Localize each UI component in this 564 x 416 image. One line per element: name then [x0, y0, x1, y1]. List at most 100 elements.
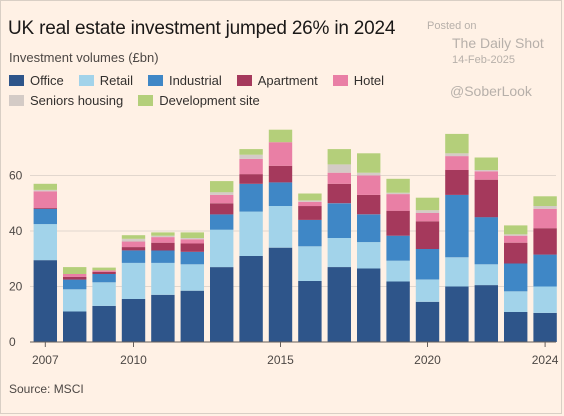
bar-2007-development-site [33, 183, 57, 190]
bar-2013-industrial [210, 214, 234, 230]
y-tick-label: 40 [9, 224, 23, 238]
bar-2015-retail [268, 206, 293, 248]
watermark-date: 14-Feb-2025 [452, 54, 515, 66]
bar-2008-hotel [63, 274, 87, 277]
chart-legend: Office Retail Industrial Apartment Hotel Seni… [9, 72, 429, 108]
legend-item-office: Office [9, 72, 64, 88]
legend-swatch [9, 74, 24, 86]
bar-2020-apartment [415, 221, 440, 249]
bar-2020-hotel [415, 213, 440, 222]
bar-2024-seniors-housing [533, 206, 557, 209]
bar-2016-hotel [298, 201, 322, 207]
x-tick-label-2010: 2010 [120, 353, 147, 367]
bar-2008-apartment [63, 276, 87, 280]
bar-2023-hotel [504, 235, 528, 243]
bar-2019-apartment [386, 210, 410, 236]
bar-2017-office [327, 267, 351, 342]
bar-2016-industrial [298, 219, 322, 247]
legend-swatch [78, 74, 94, 86]
bar-2023-seniors-housing [504, 234, 528, 236]
bar-2017-apartment [327, 183, 351, 204]
bar-2021-office [445, 286, 469, 342]
bar-2017-industrial [327, 203, 351, 238]
bar-2023-industrial [504, 263, 528, 292]
bar-2021-retail [445, 257, 469, 287]
bar-2009-industrial [92, 274, 116, 283]
bar-2012-industrial [180, 251, 204, 265]
bar-2007-apartment [33, 208, 57, 209]
bar-2011-seniors-housing [151, 235, 175, 238]
legend-item-hotel: Hotel [332, 72, 384, 88]
bar-2017-development-site [327, 149, 351, 165]
bar-2024-industrial [533, 254, 557, 287]
bar-2011-industrial [151, 250, 175, 263]
bar-2013-hotel [210, 194, 234, 204]
bar-2014-retail [239, 211, 263, 256]
bar-2011-hotel [151, 237, 175, 243]
legend-label: Apartment [257, 72, 318, 88]
bar-2013-seniors-housing [210, 192, 234, 195]
legend-swatch [138, 94, 154, 106]
legend-swatch [236, 74, 252, 86]
legend-item-industrial: Industrial [147, 72, 222, 88]
bar-2020-office [415, 301, 440, 342]
legend-label: Retail [99, 72, 133, 88]
bar-2014-apartment [239, 174, 263, 184]
bar-2009-office [92, 305, 116, 342]
bar-2013-retail [210, 229, 234, 268]
bar-2015-apartment [268, 165, 293, 183]
y-tick-label: 60 [9, 169, 23, 183]
bar-2021-hotel [445, 156, 469, 170]
bar-2010-seniors-housing [121, 238, 146, 242]
bar-2019-industrial [386, 235, 410, 261]
bar-2020-industrial [415, 249, 440, 280]
legend-label: Seniors housing [30, 92, 124, 108]
bar-2009-hotel [92, 270, 116, 272]
bar-2008-office [63, 311, 87, 342]
watermark-daily-shot: The Daily Shot [452, 35, 544, 51]
bar-2022-development-site [474, 157, 498, 170]
bar-2018-industrial [357, 214, 381, 243]
legend-item-apartment: Apartment [236, 72, 318, 88]
bar-2020-seniors-housing [415, 210, 440, 213]
bar-2024-retail [533, 286, 557, 313]
y-tick-label: 0 [9, 335, 16, 349]
legend-item-seniors-housing: Seniors housing [9, 92, 123, 108]
bar-2015-development-site [268, 129, 293, 143]
bar-2007-office [33, 260, 57, 342]
bar-2017-retail [327, 237, 351, 267]
bar-2016-retail [298, 246, 322, 281]
legend-label: Development site [159, 92, 260, 108]
bar-2009-apartment [92, 271, 116, 274]
bar-2010-industrial [121, 250, 146, 263]
bar-2016-development-site [298, 193, 322, 201]
bar-2014-industrial [239, 183, 263, 212]
bar-2008-development-site [63, 267, 87, 274]
bar-2023-office [504, 312, 528, 342]
bar-2011-retail [151, 262, 175, 295]
bar-2007-retail [33, 224, 57, 261]
bar-2024-apartment [533, 228, 557, 255]
bar-2018-office [357, 268, 381, 342]
x-tick-label-2024: 2024 [532, 353, 559, 367]
bar-2018-apartment [357, 194, 381, 215]
bar-2012-development-site [180, 232, 204, 238]
bar-2008-retail [63, 289, 87, 312]
bar-2019-retail [386, 260, 410, 282]
bar-2007-hotel [33, 191, 57, 208]
bar-2012-retail [180, 264, 204, 291]
bar-2014-seniors-housing [239, 154, 263, 159]
bar-2024-hotel [533, 208, 557, 229]
bar-2015-office [268, 247, 293, 342]
bar-2019-hotel [386, 194, 410, 211]
bar-2018-development-site [357, 153, 381, 173]
bar-2021-apartment [445, 169, 469, 195]
bar-2015-industrial [268, 182, 293, 206]
bar-2016-seniors-housing [298, 200, 322, 202]
bar-2016-office [298, 280, 322, 342]
bar-2024-office [533, 312, 557, 342]
watermark-handle: @SoberLook [450, 83, 532, 99]
bar-2010-office [121, 299, 146, 342]
